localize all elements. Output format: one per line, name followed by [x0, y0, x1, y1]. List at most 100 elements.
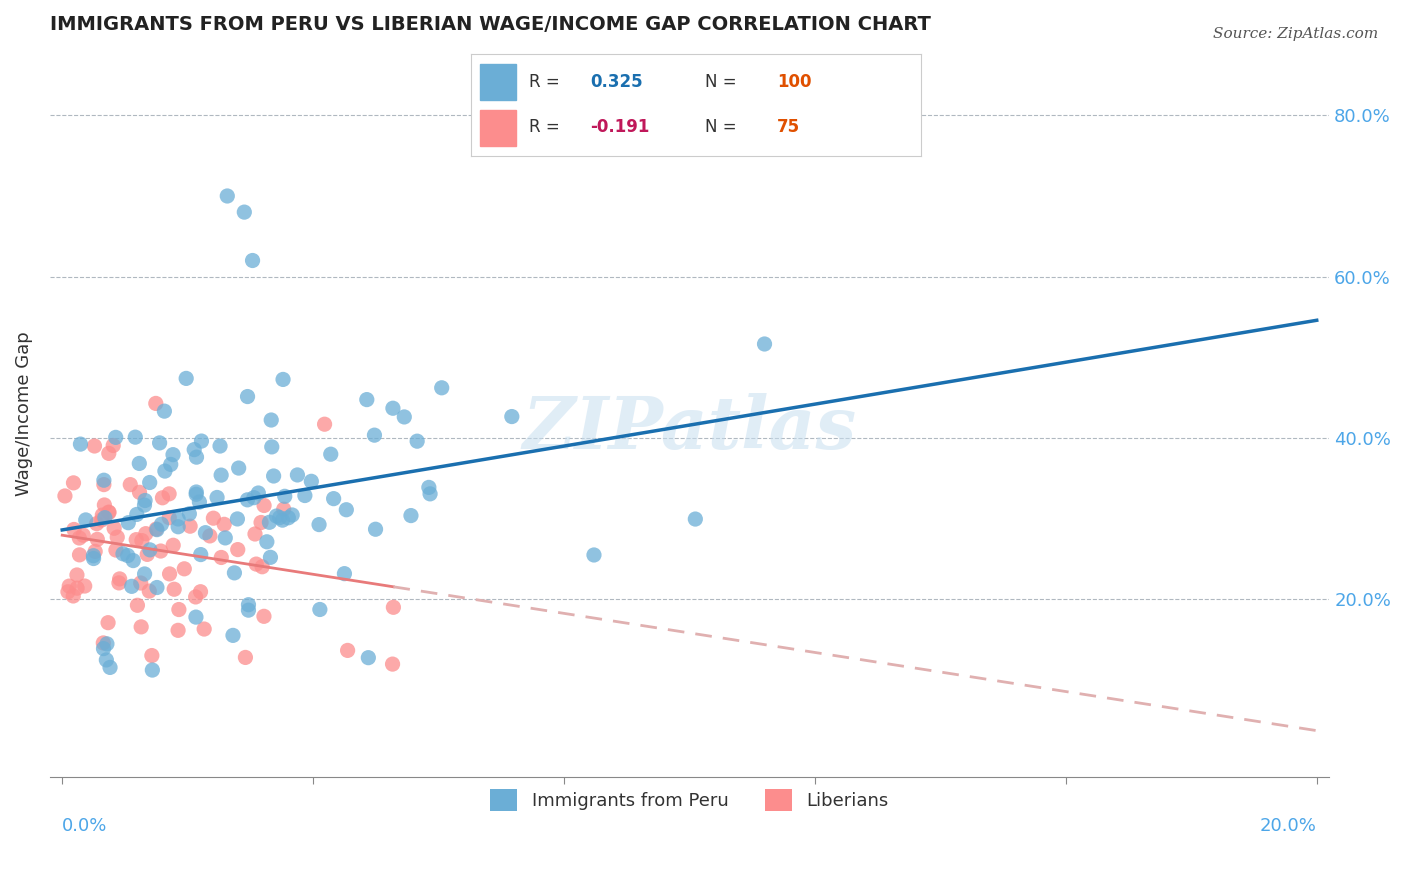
Point	[281, 508, 304, 522]
Point	[226, 542, 249, 557]
Point	[97, 505, 120, 519]
Point	[111, 547, 134, 561]
Point	[363, 428, 385, 442]
Point	[243, 527, 266, 541]
Point	[96, 637, 118, 651]
Point	[162, 448, 184, 462]
Point	[141, 663, 163, 677]
Point	[97, 615, 120, 630]
Point	[129, 620, 152, 634]
Text: -0.191: -0.191	[591, 119, 650, 136]
Point	[103, 438, 125, 452]
Point	[103, 521, 125, 535]
Point	[183, 442, 205, 457]
Point	[96, 653, 118, 667]
Point	[214, 531, 236, 545]
Point	[63, 523, 86, 537]
Text: IMMIGRANTS FROM PERU VS LIBERIAN WAGE/INCOME GAP CORRELATION CHART: IMMIGRANTS FROM PERU VS LIBERIAN WAGE/IN…	[49, 15, 931, 34]
Point	[253, 499, 276, 513]
Point	[167, 520, 190, 534]
Point	[194, 525, 217, 540]
Point	[222, 628, 245, 642]
Point	[381, 401, 404, 416]
Point	[86, 533, 108, 547]
Point	[86, 516, 108, 531]
Point	[152, 491, 174, 505]
Point	[153, 404, 176, 418]
Point	[90, 513, 112, 527]
Point	[93, 477, 115, 491]
Bar	[479, 110, 516, 145]
Point	[66, 568, 89, 582]
Point	[271, 372, 294, 386]
Point	[250, 559, 273, 574]
Point	[308, 517, 330, 532]
Point	[153, 464, 176, 478]
Point	[333, 566, 356, 581]
Point	[82, 549, 104, 563]
Point	[238, 603, 260, 617]
Point	[209, 550, 232, 565]
Point	[98, 660, 121, 674]
Point	[146, 523, 169, 537]
Point	[322, 491, 344, 506]
Point	[209, 468, 232, 483]
Point	[256, 534, 278, 549]
Point	[157, 510, 180, 524]
Text: 0.325: 0.325	[591, 73, 643, 91]
Point	[205, 491, 228, 505]
Point	[131, 533, 153, 548]
Y-axis label: Wage/Income Gap: Wage/Income Gap	[15, 331, 32, 496]
Point	[269, 510, 291, 524]
Point	[228, 461, 250, 475]
Point	[134, 566, 156, 581]
Point	[141, 648, 163, 663]
Point	[58, 579, 80, 593]
Point	[93, 473, 115, 487]
Point	[287, 467, 309, 482]
Point	[190, 584, 212, 599]
Point	[260, 413, 283, 427]
Point	[162, 538, 184, 552]
Point	[259, 516, 281, 530]
Point	[336, 643, 359, 657]
Point	[394, 409, 416, 424]
Text: 20.0%: 20.0%	[1260, 816, 1316, 835]
Point	[186, 485, 208, 500]
Point	[145, 522, 167, 536]
Text: ZIPatlas: ZIPatlas	[523, 392, 856, 464]
Point	[122, 553, 145, 567]
Point	[108, 575, 131, 590]
Point	[83, 551, 105, 566]
Point	[274, 489, 297, 503]
Point	[128, 457, 150, 471]
Point	[129, 576, 152, 591]
Point	[125, 508, 148, 522]
Point	[56, 584, 79, 599]
Point	[243, 491, 266, 505]
Point	[91, 636, 114, 650]
Point	[226, 512, 249, 526]
Point	[202, 511, 225, 525]
Point	[179, 519, 201, 533]
Point	[273, 502, 295, 516]
Point	[184, 590, 207, 604]
Point	[121, 579, 143, 593]
Point	[124, 430, 146, 444]
Point	[93, 641, 115, 656]
Point	[266, 509, 288, 524]
Point	[193, 622, 215, 636]
Point	[184, 610, 207, 624]
Point	[75, 513, 97, 527]
Point	[84, 544, 107, 558]
Point	[167, 512, 190, 526]
Point	[173, 562, 195, 576]
Point	[159, 458, 181, 472]
Point	[125, 533, 148, 547]
Point	[685, 512, 707, 526]
Point	[356, 392, 378, 407]
Point	[253, 609, 276, 624]
Point	[399, 508, 422, 523]
Point	[149, 436, 172, 450]
Point	[104, 543, 127, 558]
